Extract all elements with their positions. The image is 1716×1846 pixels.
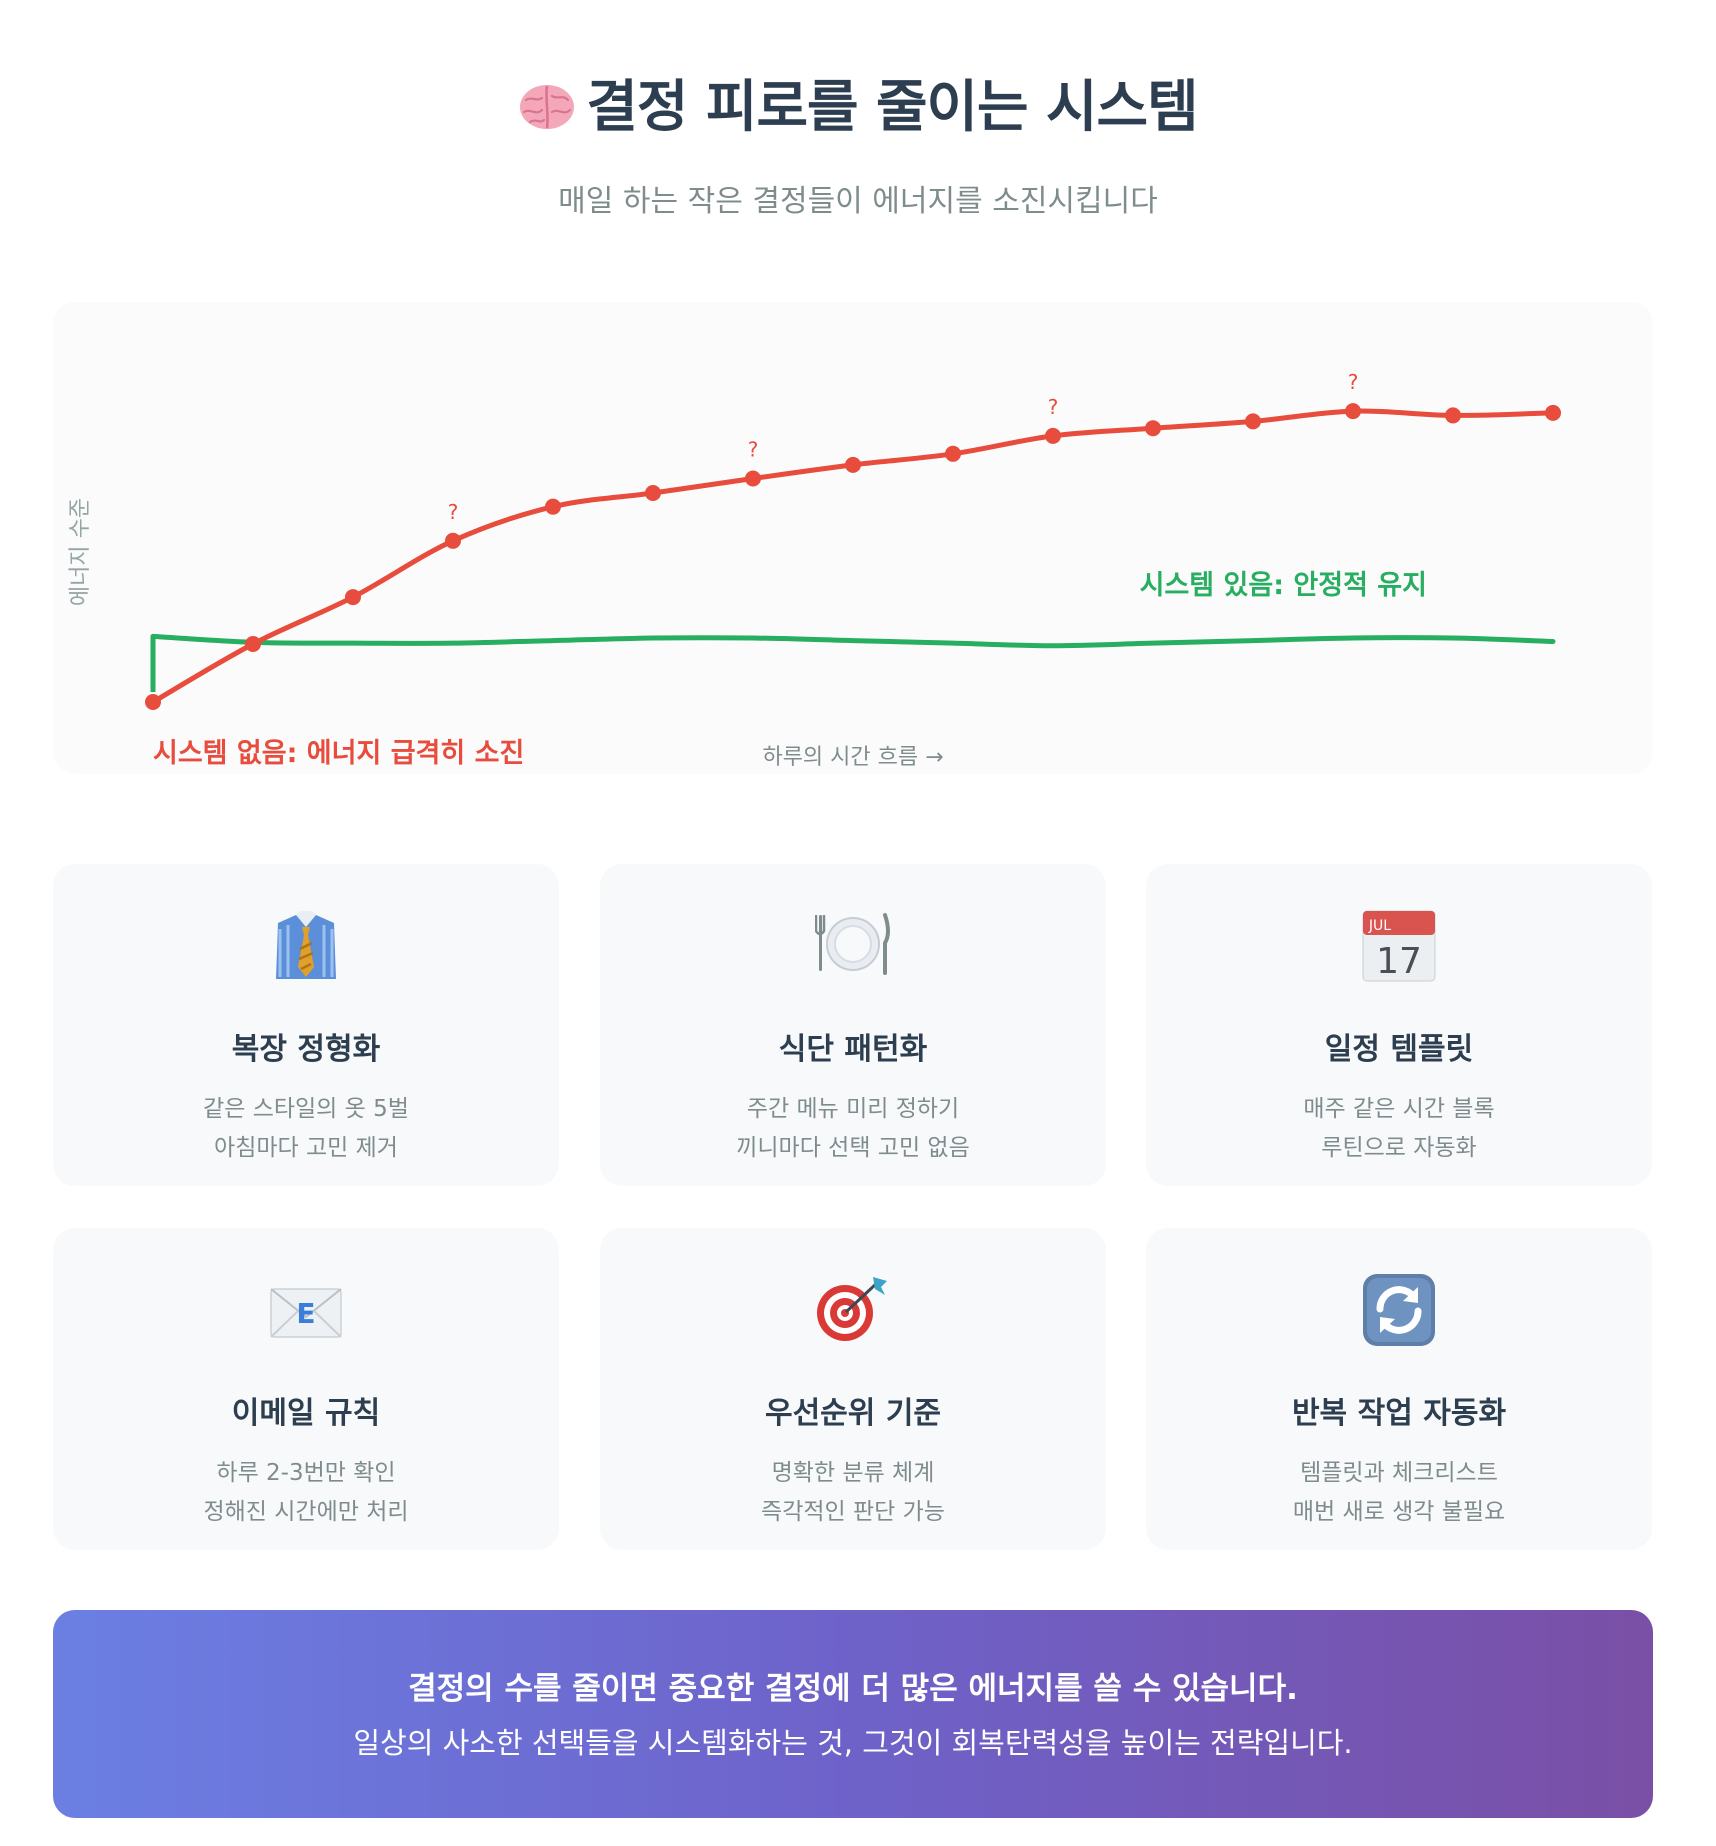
no-system-point xyxy=(645,485,661,502)
no-system-point xyxy=(845,456,861,473)
card-line-2: 루틴으로 자동화 xyxy=(1321,1135,1477,1161)
page-subtitle: 매일 하는 작은 결정들이 에너지를 소진시킵니다 xyxy=(558,184,1158,219)
no-system-point xyxy=(145,694,161,710)
no-system-point xyxy=(745,470,761,487)
no-system-label: 시스템 없음: 에너지 급격히 소진 xyxy=(153,738,524,769)
banner-body: 일상의 사소한 선택들을 시스템화하는 것, 그것이 회복탄력성을 높이는 전략… xyxy=(353,1726,1353,1760)
card-icon-wrap xyxy=(600,1273,1106,1353)
card-clothing: 복장 정형화 같은 스타일의 옷 5벌 아침마다 고민 제거 xyxy=(53,864,559,1186)
calendar-day: 17 xyxy=(1376,941,1422,982)
card-title: 우선순위 기준 xyxy=(764,1396,942,1431)
brain-icon xyxy=(520,85,575,129)
card-line-1: 명확한 분류 체계 xyxy=(771,1460,935,1486)
card-title: 이메일 규칙 xyxy=(231,1396,381,1431)
no-system-point xyxy=(245,636,261,652)
question-mark: ? xyxy=(1048,395,1059,419)
card-schedule: JUL 17 일정 템플릿 매주 같은 시간 블록 루틴으로 자동화 xyxy=(1146,864,1652,1186)
no-system-point xyxy=(1445,407,1461,424)
no-system-point xyxy=(1545,404,1561,421)
card-email: E 이메일 규칙 하루 2-3번만 확인 정해진 시간에만 처리 xyxy=(53,1228,559,1550)
card-priority: 우선순위 기준 명확한 분류 체계 즉각적인 판단 가능 xyxy=(600,1228,1106,1550)
card-line-2: 즉각적인 판단 가능 xyxy=(761,1499,945,1525)
with-system-line xyxy=(150,633,1556,649)
card-line-2: 정해진 시간에만 처리 xyxy=(203,1499,409,1525)
plate-cutlery-icon xyxy=(815,913,890,975)
y-axis-label: 에너지 수준 xyxy=(68,498,93,606)
card-icon-wrap xyxy=(600,909,1106,989)
card-title: 일정 템플릿 xyxy=(1324,1032,1474,1067)
card-line-2: 끼니마다 선택 고민 없음 xyxy=(736,1135,970,1161)
no-system-point xyxy=(445,532,461,549)
card-line-2: 아침마다 고민 제거 xyxy=(214,1135,398,1161)
card-line-1: 주간 메뉴 미리 정하기 xyxy=(746,1096,960,1122)
card-meal: 식단 패턴화 주간 메뉴 미리 정하기 끼니마다 선택 고민 없음 xyxy=(600,864,1106,1186)
necktie-shirt-icon xyxy=(276,911,336,979)
no-system-point xyxy=(1245,413,1261,430)
card-line-1: 하루 2-3번만 확인 xyxy=(216,1460,396,1486)
no-system-point xyxy=(1345,403,1361,420)
x-axis-label: 하루의 시간 흐름 → xyxy=(762,745,943,770)
no-system-point xyxy=(545,498,561,515)
question-mark: ? xyxy=(448,500,459,524)
card-title: 식단 패턴화 xyxy=(778,1032,928,1067)
card-line-1: 매주 같은 시간 블록 xyxy=(1303,1096,1495,1122)
question-mark: ? xyxy=(748,438,759,462)
card-automation: 반복 작업 자동화 템플릿과 체크리스트 매번 새로 생각 불필요 xyxy=(1146,1228,1652,1550)
calendar-month: JUL xyxy=(1368,918,1391,934)
summary-banner: 결정의 수를 줄이면 중요한 결정에 더 많은 에너지를 쓸 수 있습니다. 일… xyxy=(53,1610,1653,1818)
no-system-point xyxy=(1045,427,1061,444)
with-system-label: 시스템 있음: 안정적 유지 xyxy=(1140,570,1427,601)
no-system-point xyxy=(345,589,361,606)
card-title: 복장 정형화 xyxy=(231,1032,381,1067)
no-system-line xyxy=(150,408,1556,705)
email-envelope-icon: E xyxy=(270,1288,342,1338)
card-icon-wrap xyxy=(1146,1273,1652,1353)
card-line-1: 같은 스타일의 옷 5벌 xyxy=(203,1096,409,1122)
no-system-point xyxy=(945,445,961,462)
envelope-letter: E xyxy=(296,1297,315,1330)
repeat-arrows-icon xyxy=(1363,1274,1435,1346)
question-mark: ? xyxy=(1348,370,1359,394)
page-title: 결정 피로를 줄이는 시스템 xyxy=(0,62,1716,143)
target-dart-icon xyxy=(817,1277,887,1341)
card-title: 반복 작업 자동화 xyxy=(1291,1396,1507,1431)
card-icon-wrap: JUL 17 xyxy=(1146,909,1652,989)
calendar-icon: JUL 17 xyxy=(1362,910,1436,982)
page-title-text: 결정 피로를 줄이는 시스템 xyxy=(586,75,1198,140)
card-icon-wrap xyxy=(53,909,559,989)
banner-headline: 결정의 수를 줄이면 중요한 결정에 더 많은 에너지를 쓸 수 있습니다. xyxy=(408,1671,1298,1707)
no-system-point xyxy=(1145,420,1161,437)
card-line-2: 매번 새로 생각 불필요 xyxy=(1292,1499,1506,1525)
card-icon-wrap: E xyxy=(53,1273,559,1353)
card-line-1: 템플릿과 체크리스트 xyxy=(1300,1460,1498,1486)
